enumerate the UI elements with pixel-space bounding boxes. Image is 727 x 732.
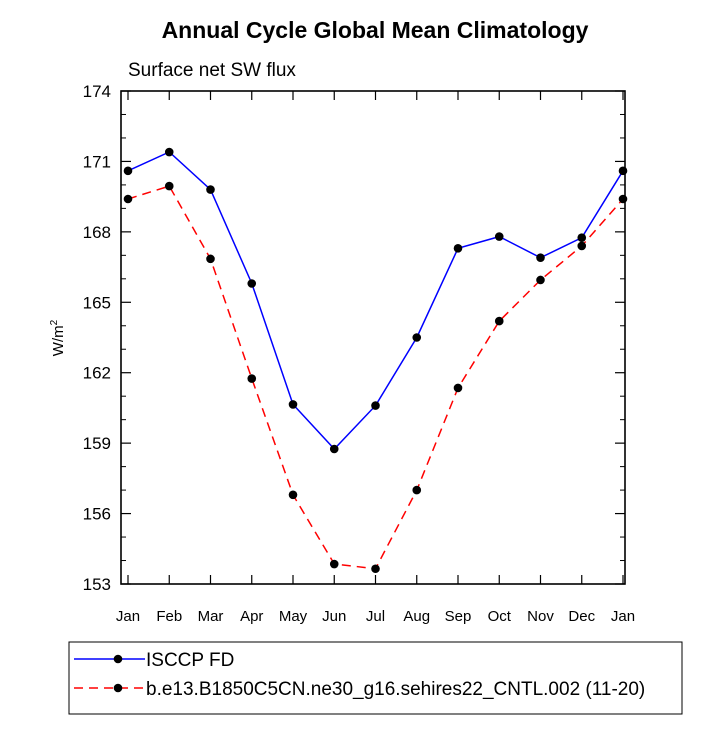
y-tick-label: 171: [83, 152, 111, 171]
series-1-point: [453, 243, 463, 253]
series-1-point: [494, 232, 504, 241]
x-tick-label: Jun: [322, 608, 346, 625]
series-1-point: [288, 400, 298, 409]
legend-marker-2: [113, 683, 123, 693]
svg-text:W/m2: W/m2: [49, 319, 67, 356]
plot-frame: [120, 90, 626, 585]
x-tick-label: Oct: [488, 608, 512, 625]
series-1-point: [123, 166, 133, 176]
series-2-point: [329, 559, 339, 569]
series-2-point: [453, 383, 463, 393]
x-tick-label: Mar: [198, 608, 224, 625]
legend-box: [68, 641, 683, 715]
x-tick-label: Dec: [568, 608, 595, 625]
series-2-point: [288, 490, 298, 500]
series-1-point: [164, 147, 174, 157]
x-tick-label: Aug: [403, 608, 430, 625]
series-1-point: [329, 444, 339, 454]
y-axis-label: W/m2: [49, 319, 67, 356]
series-2-point: [247, 374, 257, 383]
y-axis-label-sup: 2: [49, 319, 60, 325]
x-tick-label: Sep: [445, 608, 472, 625]
series-1-point: [206, 185, 215, 194]
series-markers: [123, 147, 628, 574]
x-tick-label: Jan: [116, 608, 140, 625]
y-tick-labels: 153 156 159 162 165 168 171 174: [83, 82, 111, 594]
x-tick-label: Jul: [366, 608, 385, 625]
x-tick-label: Jan: [611, 608, 635, 625]
series-2-point: [412, 485, 422, 495]
y-tick-label: 174: [83, 82, 111, 101]
y-tick-label: 162: [83, 364, 111, 383]
series-lines: [127, 151, 624, 570]
series-2-point: [371, 564, 380, 574]
legend-entries: ISCCP FD b.e13.B1850C5CN.ne30_g16.sehires…: [74, 650, 645, 700]
legend-label-2: b.e13.B1850C5CN.ne30_g16.sehires22_CNTL.…: [146, 679, 645, 700]
series-2-point: [618, 194, 628, 204]
series-1-point: [577, 233, 587, 243]
series-1-point: [618, 166, 628, 176]
chart-subtitle: Surface net SW flux: [128, 60, 296, 81]
legend-marker-1: [113, 654, 123, 664]
series-2-point: [123, 194, 133, 204]
series-line-2: [127, 185, 624, 570]
series-2-point: [577, 241, 587, 251]
series-2-point: [494, 316, 504, 326]
x-tick-label: May: [279, 608, 308, 625]
series-2-point: [536, 275, 545, 285]
x-tick-labels: Jan Feb Mar Apr May Jun Jul Aug Sep Oct Nov Dec Jan: [116, 608, 635, 625]
series-2-point: [206, 254, 215, 264]
series-1-point: [536, 253, 545, 262]
y-tick-label: 165: [83, 293, 111, 312]
x-tick-label: Feb: [156, 608, 182, 625]
x-tick-label: Nov: [527, 608, 554, 625]
series-1-point: [371, 401, 380, 410]
series-1-point: [412, 333, 422, 342]
series-1-point: [247, 279, 257, 288]
x-tick-label: Apr: [240, 608, 263, 625]
series-2-point: [164, 181, 174, 191]
axis-ticks: [121, 90, 625, 585]
legend: ISCCP FD b.e13.B1850C5CN.ne30_g16.sehires…: [68, 641, 683, 715]
y-tick-label: 168: [83, 223, 111, 242]
y-tick-label: 159: [83, 434, 111, 453]
y-tick-label: 156: [83, 505, 111, 524]
y-tick-label: 153: [83, 575, 111, 594]
chart-title: Annual Cycle Global Mean Climatology: [162, 17, 589, 43]
y-axis-label-base: W/m: [50, 325, 67, 356]
legend-label-1: ISCCP FD: [146, 650, 234, 671]
